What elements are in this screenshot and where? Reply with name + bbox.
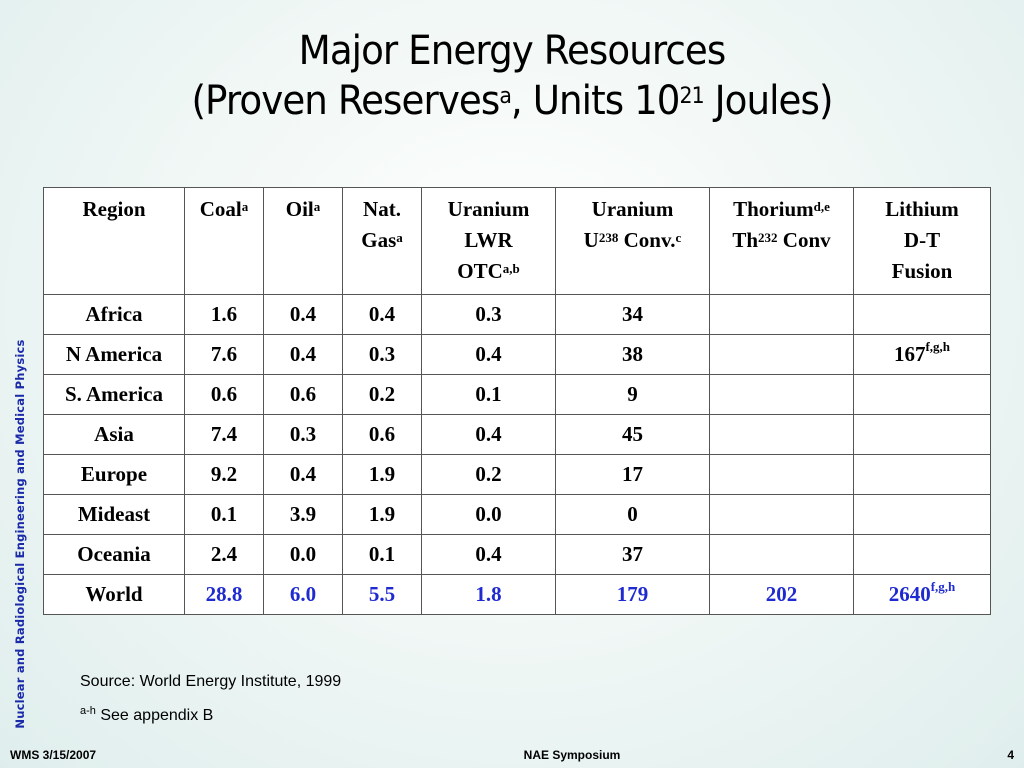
cell-gas: 0.3 [342, 334, 422, 375]
cell-u238: 9 [555, 374, 710, 415]
source-note: Source: World Energy Institute, 1999 [80, 673, 342, 690]
cell-gas: 0.6 [342, 414, 422, 455]
cell-gas: 1.9 [342, 454, 422, 495]
table-header-row: Region Coala Oila Nat. Gasa Uranium LWR OTC… [43, 187, 991, 295]
cell-region: World [43, 574, 185, 615]
cell-region: Mideast [43, 494, 185, 535]
footer-author-date: WMS 3/15/2007 [10, 748, 97, 762]
table-row: S. America 0.6 0.6 0.2 0.1 9 [43, 374, 991, 415]
cell-oil: 0.4 [263, 454, 343, 495]
header-thorium: Thoriumd,e Th232 Conv [709, 187, 854, 295]
table-row: Europe 9.2 0.4 1.9 0.2 17 [43, 454, 991, 495]
cell-oil: 0.4 [263, 334, 343, 375]
cell-coal: 0.1 [184, 494, 264, 535]
cell-lwr: 0.0 [421, 494, 556, 535]
title-line-2: (Proven Reservesa, Units 1021 Joules) [191, 78, 833, 124]
cell-lithium [853, 414, 991, 455]
header-uranium-lwr: Uranium LWR OTCa,b [421, 187, 556, 295]
cell-lithium [853, 294, 991, 335]
header-oil: Oila [263, 187, 343, 295]
appendix-note: a-h See appendix B [80, 705, 214, 724]
header-nat-gas: Nat. Gasa [342, 187, 422, 295]
cell-coal: 2.4 [184, 534, 264, 575]
slide-title: Major Energy Resources (Proven Reservesa… [36, 26, 988, 126]
cell-region: Asia [43, 414, 185, 455]
cell-u238: 179 [555, 574, 710, 615]
cell-lwr: 0.4 [421, 534, 556, 575]
cell-coal: 28.8 [184, 574, 264, 615]
cell-lithium: 167f,g,h [853, 334, 991, 375]
cell-u238: 0 [555, 494, 710, 535]
cell-region: Africa [43, 294, 185, 335]
cell-thorium: 202 [709, 574, 854, 615]
table-row: N America 7.6 0.4 0.3 0.4 38 167f,g,h [43, 334, 991, 375]
cell-thorium [709, 294, 854, 335]
table-row: Mideast 0.1 3.9 1.9 0.0 0 [43, 494, 991, 535]
header-region: Region [43, 187, 185, 295]
cell-lwr: 0.4 [421, 414, 556, 455]
cell-lithium: 2640f,g,h [853, 574, 991, 615]
cell-u238: 34 [555, 294, 710, 335]
cell-lithium [853, 374, 991, 415]
table-row: Africa 1.6 0.4 0.4 0.3 34 [43, 294, 991, 335]
cell-lwr: 0.2 [421, 454, 556, 495]
cell-gas: 0.2 [342, 374, 422, 415]
cell-u238: 45 [555, 414, 710, 455]
cell-lwr: 1.8 [421, 574, 556, 615]
cell-lwr: 0.4 [421, 334, 556, 375]
title-line-1: Major Energy Resources [298, 28, 727, 74]
cell-thorium [709, 374, 854, 415]
cell-coal: 9.2 [184, 454, 264, 495]
cell-lwr: 0.3 [421, 294, 556, 335]
cell-lithium [853, 534, 991, 575]
sidebar-department-label: Nuclear and Radiological Engineering and… [13, 339, 27, 729]
footer-page-number: 4 [1007, 748, 1014, 762]
cell-oil: 3.9 [263, 494, 343, 535]
cell-gas: 0.1 [342, 534, 422, 575]
cell-gas: 5.5 [342, 574, 422, 615]
cell-gas: 1.9 [342, 494, 422, 535]
header-uranium-238: Uranium U238 Conv.c [555, 187, 710, 295]
table-row: Oceania 2.4 0.0 0.1 0.4 37 [43, 534, 991, 575]
cell-coal: 0.6 [184, 374, 264, 415]
cell-oil: 6.0 [263, 574, 343, 615]
cell-thorium [709, 414, 854, 455]
cell-lithium [853, 454, 991, 495]
cell-oil: 0.6 [263, 374, 343, 415]
cell-coal: 1.6 [184, 294, 264, 335]
table-row: Asia 7.4 0.3 0.6 0.4 45 [43, 414, 991, 455]
cell-u238: 17 [555, 454, 710, 495]
cell-oil: 0.4 [263, 294, 343, 335]
cell-region: S. America [43, 374, 185, 415]
cell-region: Oceania [43, 534, 185, 575]
footer-event: NAE Symposium [523, 748, 621, 762]
cell-gas: 0.4 [342, 294, 422, 335]
cell-oil: 0.0 [263, 534, 343, 575]
cell-region: Europe [43, 454, 185, 495]
energy-reserves-table: Region Coala Oila Nat. Gasa Uranium LWR OTC… [43, 187, 991, 615]
cell-coal: 7.4 [184, 414, 264, 455]
cell-thorium [709, 334, 854, 375]
header-coal: Coala [184, 187, 264, 295]
cell-thorium [709, 454, 854, 495]
cell-lithium [853, 494, 991, 535]
cell-thorium [709, 494, 854, 535]
cell-u238: 38 [555, 334, 710, 375]
cell-thorium [709, 534, 854, 575]
cell-u238: 37 [555, 534, 710, 575]
cell-coal: 7.6 [184, 334, 264, 375]
cell-lwr: 0.1 [421, 374, 556, 415]
cell-oil: 0.3 [263, 414, 343, 455]
cell-region: N America [43, 334, 185, 375]
table-row: World 28.8 6.0 5.5 1.8 179 202 2640f,g,h [43, 574, 991, 615]
header-lithium: Lithium D-T Fusion [853, 187, 991, 295]
